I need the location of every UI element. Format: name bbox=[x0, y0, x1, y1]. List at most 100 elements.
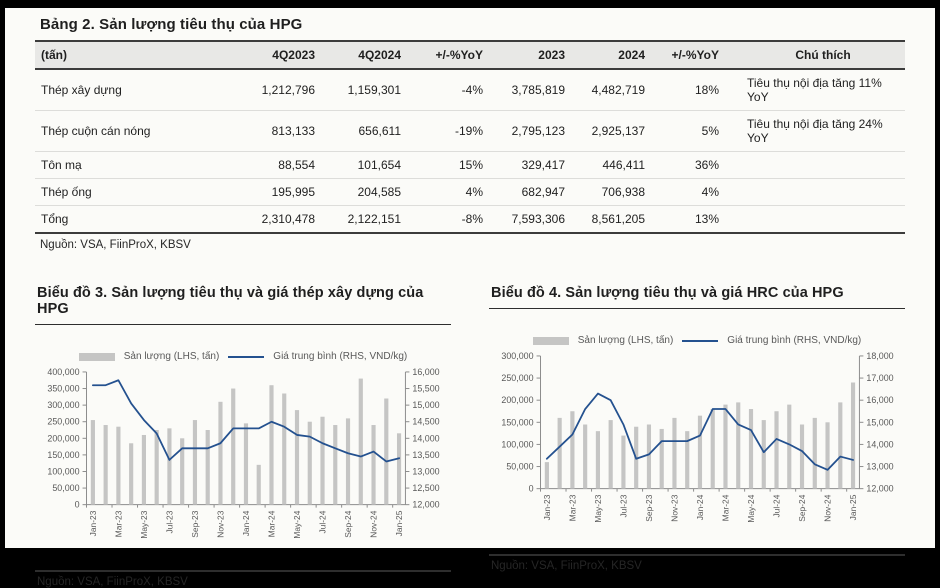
table-cell: 195,995 bbox=[271, 185, 315, 199]
left-axis-label: 250,000 bbox=[47, 417, 79, 427]
table-row: Thép cuộn cán nóng 813,133 656,611 -19% 2,79… bbox=[35, 111, 905, 152]
volume-bar bbox=[396, 433, 402, 505]
bar-legend-label: Sản lượng (LHS, tấn) bbox=[577, 335, 674, 346]
left-axis-label: 150,000 bbox=[501, 417, 533, 427]
left-axis-label: 100,000 bbox=[501, 439, 533, 449]
table-cell: 13% bbox=[694, 212, 719, 226]
bar-legend-label: Sản lượng (LHS, tấn) bbox=[123, 351, 220, 362]
volume-bar bbox=[154, 430, 159, 505]
table-row: Thép xây dựng 1,212,796 1,159,301 -4% 3,785,… bbox=[35, 69, 905, 111]
x-axis-label: Mar-23 bbox=[567, 494, 577, 521]
volume-bar bbox=[167, 428, 172, 505]
x-axis-label: Jan-23 bbox=[542, 494, 552, 520]
left-axis-label: 150,000 bbox=[47, 450, 79, 460]
volume-bar bbox=[192, 420, 198, 505]
left-axis-label: 50,000 bbox=[506, 462, 533, 472]
table-title: Bảng 2. Sản lượng tiêu thụ của HPG bbox=[40, 16, 303, 33]
line-legend-swatch bbox=[228, 355, 265, 358]
volume-bar bbox=[180, 438, 185, 505]
table-row: Tôn mạ 88,554 101,654 15% 329,417 446,411 36% bbox=[35, 152, 905, 179]
right-axis-label: 14,000 bbox=[866, 439, 893, 449]
column-header: (tấn) bbox=[41, 48, 67, 62]
combo-chart-svg: 0 50,000 100,000 150,000 200,000 250,000 300,0… bbox=[47, 367, 439, 539]
x-axis-label: Jul-23 bbox=[164, 510, 174, 533]
row-label: Tổng bbox=[41, 212, 69, 226]
volume-bar bbox=[90, 420, 95, 505]
volume-bar bbox=[141, 434, 146, 505]
table-cell: Tiêu thụ nội địa tăng 24% YoY bbox=[747, 117, 883, 145]
table-cell: Tiêu thụ nội địa tăng 11% YoY bbox=[747, 76, 882, 104]
axes bbox=[82, 371, 410, 508]
volume-bar bbox=[774, 411, 779, 489]
x-axis-label: Mar-24 bbox=[266, 510, 276, 537]
left-axis-label: 0 bbox=[529, 484, 534, 494]
volume-bars bbox=[90, 378, 402, 505]
volume-bar bbox=[557, 417, 562, 489]
line-legend-swatch bbox=[682, 339, 719, 342]
table-row: Tổng 2,310,478 2,122,151 -8% 7,593,306 8,561,… bbox=[35, 206, 905, 234]
volume-bar bbox=[358, 378, 363, 505]
volume-bar bbox=[659, 428, 664, 489]
line-legend-label: Giá trung bình (RHS, VND/kg) bbox=[727, 335, 862, 346]
volume-bar bbox=[294, 410, 300, 505]
table-cell: -8% bbox=[461, 212, 483, 226]
table-cell: 1,212,796 bbox=[261, 83, 315, 97]
right-axis-label: 13,000 bbox=[412, 466, 439, 476]
x-axis-label: Jul-24 bbox=[771, 494, 781, 517]
x-axis-label: Nov-23 bbox=[215, 510, 225, 537]
column-header: 4Q2024 bbox=[358, 48, 401, 62]
chart-4-plot: 0 50,000 100,000 150,000 200,000 250,000 300,0… bbox=[489, 350, 905, 551]
report-page: { "colors": { "bar": "#c5c5c4", "line": … bbox=[5, 8, 935, 588]
volume-bar bbox=[282, 393, 287, 505]
x-axis-label: Nov-24 bbox=[823, 494, 833, 521]
volume-bar bbox=[205, 430, 210, 505]
table-cell: 2,122,151 bbox=[347, 212, 401, 226]
table-cell: 2,925,137 bbox=[591, 124, 645, 138]
right-axis-label: 15,000 bbox=[866, 417, 893, 427]
axes bbox=[536, 355, 864, 492]
table-cell: 5% bbox=[701, 124, 719, 138]
table-cell: -19% bbox=[454, 124, 483, 138]
table-cell: 1,159,301 bbox=[347, 83, 401, 97]
right-axis-label: 16,000 bbox=[866, 395, 893, 405]
volume-bar bbox=[685, 431, 690, 489]
row-label: Thép ống bbox=[41, 185, 92, 199]
x-axis-label: Jul-24 bbox=[317, 510, 327, 533]
table-cell: 2,310,478 bbox=[261, 212, 315, 226]
volume-bar bbox=[243, 423, 249, 505]
left-axis-label: 200,000 bbox=[47, 433, 79, 443]
table-cell: 7,593,306 bbox=[511, 212, 565, 226]
table-header-row: (tấn) 4Q2023 4Q2024 +/-%YoY 2023 2024 +/-%YoY C… bbox=[35, 41, 905, 69]
chart-3-plot: 0 50,000 100,000 150,000 200,000 250,000 300,0… bbox=[35, 366, 451, 567]
right-axis-label: 12,500 bbox=[412, 483, 439, 493]
left-axis-label: 400,000 bbox=[47, 367, 79, 377]
volume-bar bbox=[129, 443, 134, 505]
content-frame: Bảng 2. Sản lượng tiêu thụ của HPG (tấn)… bbox=[5, 8, 935, 588]
volume-bar bbox=[269, 385, 274, 505]
volume-bar bbox=[256, 464, 261, 505]
chart-bieu-do-3: Biểu đồ 3. Sản lượng tiêu thụ và giá thé… bbox=[35, 281, 451, 588]
x-axis-label: Jan-23 bbox=[88, 510, 98, 536]
left-axis-label: 300,000 bbox=[501, 351, 533, 361]
right-axis-label: 15,500 bbox=[412, 384, 439, 394]
table-cell: 8,561,205 bbox=[591, 212, 645, 226]
x-axis-label: Jan-24 bbox=[695, 494, 705, 520]
charts-row: Biểu đồ 3. Sản lượng tiêu thụ và giá thé… bbox=[35, 281, 905, 588]
table-cell bbox=[725, 206, 905, 234]
volume-bar bbox=[646, 424, 652, 489]
right-axis-label: 12,000 bbox=[412, 500, 439, 510]
left-axis-label: 300,000 bbox=[47, 400, 79, 410]
volume-bar bbox=[231, 388, 236, 505]
left-axis-label: 250,000 bbox=[501, 373, 533, 383]
line-legend-label: Giá trung bình (RHS, VND/kg) bbox=[273, 351, 408, 362]
table-row: Thép ống 195,995 204,585 4% 682,947 706,938 4% bbox=[35, 179, 905, 206]
right-axis-label: 12,000 bbox=[866, 484, 893, 494]
volume-bar bbox=[761, 420, 766, 489]
x-axis-label: Nov-23 bbox=[669, 494, 679, 521]
x-axis-labels: Jan-23 Mar-23 May-23 Jul-23 Sep-23 Nov-23 Jan-… bbox=[88, 510, 404, 538]
volume-bar bbox=[736, 402, 741, 489]
table-cell: 18% bbox=[694, 83, 719, 97]
volume-bar bbox=[608, 420, 613, 489]
x-axis-label: Sep-24 bbox=[797, 494, 807, 521]
table-cell: 813,133 bbox=[271, 124, 315, 138]
